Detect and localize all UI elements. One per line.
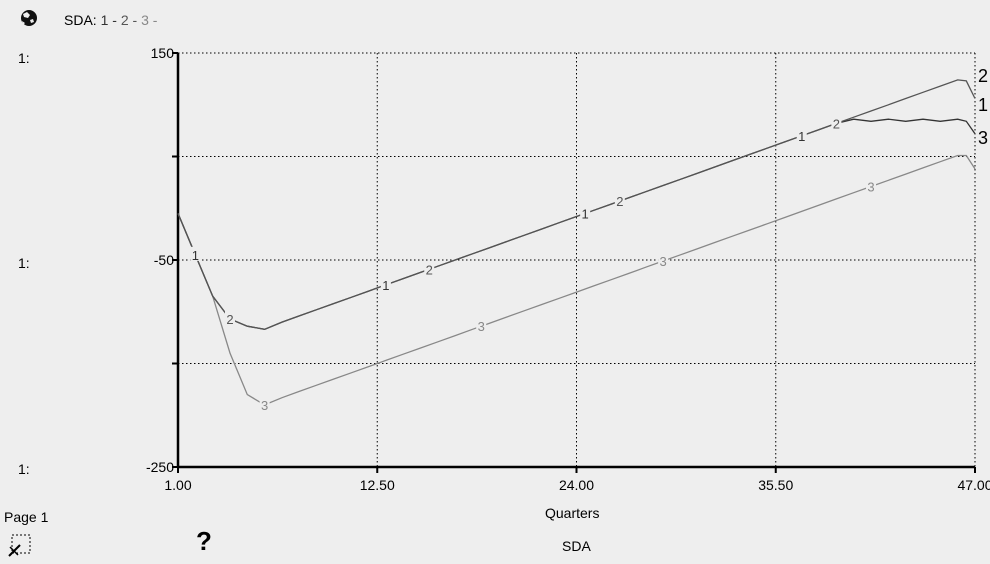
header-series-legend: 1 - 2 - 3 -: [101, 12, 158, 28]
series-label-bg: [796, 127, 807, 142]
x-tick-label: 24.00: [559, 477, 594, 493]
scale-label-middle: 1:: [18, 255, 30, 271]
series-label-bg: [424, 261, 435, 276]
series-label-bg: [259, 396, 270, 411]
x-tick-label: 47.00: [957, 477, 990, 493]
series-label-bg: [380, 276, 391, 291]
series-label-bg: [614, 193, 625, 208]
series-label-bg: [866, 178, 877, 193]
y-tick-label: -250: [146, 459, 174, 475]
series-inline-label: 2: [226, 312, 233, 327]
series-inline-label: 2: [833, 116, 840, 131]
scale-label-bottom: 1:: [18, 461, 30, 477]
x-axis-label: Quarters: [545, 505, 600, 521]
series-label-bg: [476, 318, 487, 333]
series-label-bg: [580, 205, 591, 220]
x-tick-label: 1.00: [164, 477, 191, 493]
series-line-3: [177, 154, 976, 406]
series-inline-label: 3: [261, 398, 268, 413]
series-label-bg: [658, 253, 669, 268]
scale-label-top: 1:: [18, 50, 30, 66]
header-separator: -: [128, 12, 142, 28]
series-end-label: 2: [978, 66, 988, 86]
chart-header: SDA: 1 - 2 - 3 -: [64, 12, 157, 28]
header-title-prefix: SDA:: [64, 12, 97, 28]
series-end-label: 3: [978, 128, 988, 148]
header-series-token: 3: [141, 12, 149, 28]
series-label-bg: [190, 246, 201, 261]
series-end-label: 1: [978, 95, 988, 115]
series-inline-label: 2: [616, 194, 623, 209]
series-inline-label: 3: [867, 180, 874, 195]
series-inline-label: 1: [582, 206, 589, 221]
series-inline-label: 1: [192, 248, 199, 263]
series-inline-label: 1: [798, 129, 805, 144]
x-tick-label: 12.50: [360, 477, 395, 493]
x-tick-label: 35.50: [758, 477, 793, 493]
pin-page-icon[interactable]: [6, 533, 34, 564]
bottom-title: SDA: [562, 538, 591, 554]
y-tick-label: 150: [151, 45, 175, 61]
header-series-token: 1: [100, 12, 109, 28]
page-label[interactable]: Page 1: [4, 509, 49, 525]
header-separator: -: [148, 12, 158, 28]
header-separator: -: [108, 12, 121, 28]
header-series-token: 2: [120, 12, 129, 28]
help-button[interactable]: ?: [196, 526, 212, 556]
moon-globe-icon[interactable]: [18, 7, 40, 34]
series-inline-label: 3: [478, 319, 485, 334]
series-inline-label: 3: [660, 254, 667, 269]
series-label-bg: [224, 310, 235, 325]
series-inline-label: 2: [426, 262, 433, 277]
series-label-bg: [831, 115, 842, 130]
y-tick-label: -50: [154, 252, 174, 268]
series-inline-label: 1: [382, 278, 389, 293]
